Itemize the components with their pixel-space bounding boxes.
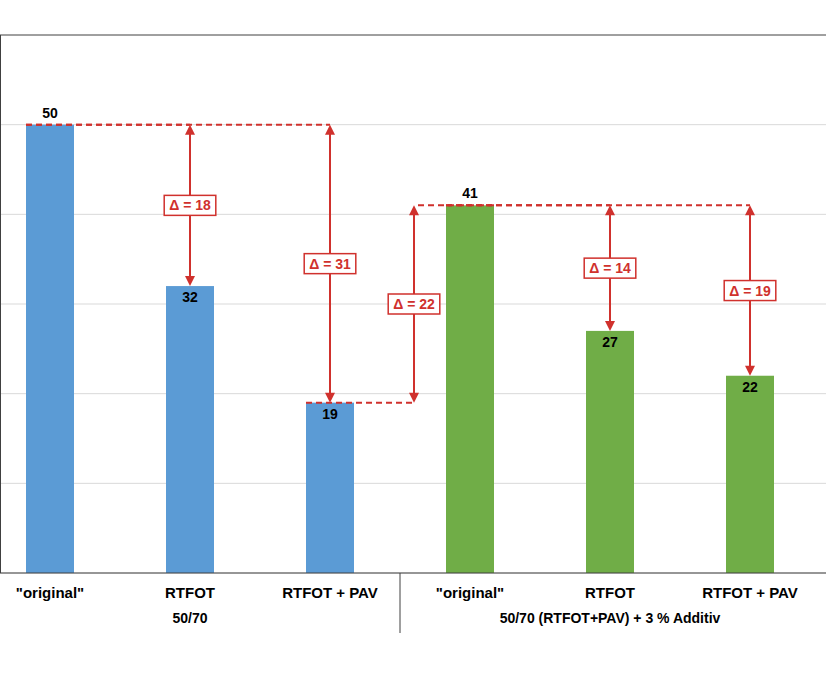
grid-line [0, 573, 826, 574]
arrow-head [185, 276, 195, 286]
reference-line [26, 124, 330, 126]
bar [446, 205, 494, 573]
bar [306, 403, 354, 573]
arrow-head [409, 205, 419, 215]
category-label: RTFOT + PAV [702, 584, 798, 601]
delta-box [164, 195, 216, 215]
delta-box [304, 254, 356, 274]
y-axis-line [0, 35, 1, 573]
data-label: 27 [602, 334, 618, 350]
delta-box [724, 281, 776, 301]
data-label: 32 [182, 289, 198, 305]
arrow-head [745, 366, 755, 376]
arrow-head [605, 205, 615, 215]
arrow-head [745, 205, 755, 215]
delta-box [388, 294, 440, 314]
delta-box [584, 258, 636, 278]
category-label: "original" [436, 584, 504, 601]
group-label: 50/70 (RTFOT+PAV) + 3 % Additiv [500, 610, 721, 626]
bars [26, 125, 774, 573]
arrow-head [605, 321, 615, 331]
group-label: 50/70 [172, 610, 207, 626]
delta-label: Δ = 14 [589, 260, 631, 276]
data-label: 41 [462, 185, 478, 201]
data-label: 22 [742, 379, 758, 395]
category-label: RTFOT [585, 584, 635, 601]
delta-label: Δ = 22 [393, 296, 435, 312]
bar [726, 376, 774, 573]
arrow-head [325, 393, 335, 403]
bar [26, 125, 74, 573]
chart-svg: Δ = 18 Δ = 31 Δ = 22 Δ = 14 Δ = 19 50 32 19 41 27… [0, 0, 826, 700]
category-label: RTFOT + PAV [282, 584, 378, 601]
reference-line [446, 204, 750, 206]
chart-container: Δ = 18 Δ = 31 Δ = 22 Δ = 14 Δ = 19 50 32 19 41 27… [0, 0, 826, 700]
annotations: Δ = 18 Δ = 31 Δ = 22 Δ = 14 Δ = 19 [26, 125, 776, 403]
arrow-head [325, 125, 335, 135]
data-label: 19 [322, 406, 338, 422]
arrow-head [409, 393, 419, 403]
bar [166, 286, 214, 573]
group-divider [400, 573, 401, 633]
bar [586, 331, 634, 573]
category-label: "original" [16, 584, 84, 601]
grid-line [0, 124, 826, 125]
data-label: 50 [42, 105, 58, 121]
arrow-head [185, 125, 195, 135]
reference-line [306, 402, 414, 404]
delta-label: Δ = 18 [169, 197, 211, 213]
delta-label: Δ = 31 [309, 256, 351, 272]
frame-top [0, 35, 826, 36]
x-axis-line [0, 572, 826, 573]
grid-line [0, 483, 826, 484]
delta-label: Δ = 19 [729, 283, 771, 299]
category-label: RTFOT [165, 584, 215, 601]
